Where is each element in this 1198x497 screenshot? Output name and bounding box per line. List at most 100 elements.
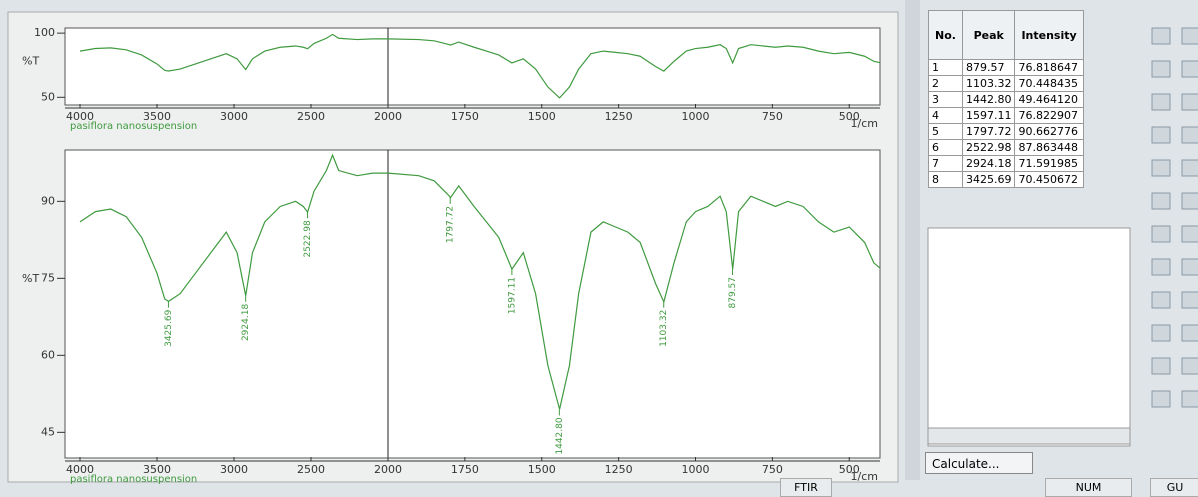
y-tick-label: 50 [41, 90, 55, 103]
table-cell: 71.591985 [1015, 156, 1083, 172]
table-cell: 4 [929, 108, 963, 124]
table-cell: 49.464120 [1015, 92, 1083, 108]
header-cell: Peak [962, 11, 1015, 60]
tool-icon [1182, 292, 1198, 308]
x-tick-label: 1750 [451, 463, 479, 476]
table-cell: 70.448435 [1015, 76, 1083, 92]
table-cell: 76.822907 [1015, 108, 1083, 124]
table-cell: 6 [929, 140, 963, 156]
status-num: NUM [1045, 478, 1132, 497]
x-tick-label: 1000 [682, 463, 710, 476]
screen: 50100%T400035003000250020001750150012501… [0, 0, 1198, 495]
x-tick-label: 2000 [374, 110, 402, 123]
tool-icon [1152, 193, 1170, 209]
tool-icon [1152, 325, 1170, 341]
y-tick-label: 60 [41, 348, 55, 361]
table-cell: 2 [929, 76, 963, 92]
tool-icon [1182, 160, 1198, 176]
x-tick-label: 3000 [220, 463, 248, 476]
peak-label: 1103.32 [659, 310, 669, 347]
tool-icon [1152, 94, 1170, 110]
table-cell: 1797.72 [962, 124, 1015, 140]
calculate-button[interactable]: Calculate... [925, 452, 1033, 474]
tool-icon [1182, 325, 1198, 341]
y-tick-label: 45 [41, 425, 55, 438]
x-tick-label: 1250 [605, 110, 633, 123]
tool-icon [1152, 61, 1170, 77]
y-label: %T [22, 55, 39, 68]
peak-label: 1442.80 [555, 417, 565, 454]
x-tick-label: 750 [762, 110, 783, 123]
table-cell: 87.863448 [1015, 140, 1083, 156]
table-cell: 1 [929, 60, 963, 76]
table-cell: 70.450672 [1015, 172, 1083, 188]
peak-label: 2522.98 [303, 220, 313, 257]
tool-icon [1152, 292, 1170, 308]
table-cell: 8 [929, 172, 963, 188]
tool-icon [1152, 358, 1170, 374]
x-label: 1/cm [851, 117, 878, 130]
table-cell: 3425.69 [962, 172, 1015, 188]
x-tick-label: 2500 [297, 463, 325, 476]
table-cell: 90.662776 [1015, 124, 1083, 140]
status-mode: FTIR [780, 478, 832, 497]
scrollbar[interactable] [928, 428, 1130, 444]
tool-icon [1152, 160, 1170, 176]
table-cell: 1597.11 [962, 108, 1015, 124]
tool-icon [1182, 94, 1198, 110]
plot-area [65, 150, 880, 458]
table-cell: 2924.18 [962, 156, 1015, 172]
tool-icon [1182, 226, 1198, 242]
tool-icon [1182, 193, 1198, 209]
x-label: 1/cm [851, 470, 878, 483]
table-cell: 5 [929, 124, 963, 140]
table-cell: 879.57 [962, 60, 1015, 76]
x-tick-label: 750 [762, 463, 783, 476]
tool-icon [1182, 358, 1198, 374]
table-cell: 76.818647 [1015, 60, 1083, 76]
table-blank [928, 228, 1130, 446]
table-cell: 2522.98 [962, 140, 1015, 156]
peak-label: 879.57 [728, 277, 738, 309]
header-cell: No. [929, 11, 963, 60]
tool-icon [1182, 391, 1198, 407]
tool-icon [1182, 28, 1198, 44]
x-tick-label: 1000 [682, 110, 710, 123]
x-tick-label: 1500 [528, 463, 556, 476]
tool-icon [1152, 226, 1170, 242]
tool-icon [1182, 127, 1198, 143]
tool-icon [1182, 61, 1198, 77]
y-label: %T [22, 272, 39, 285]
x-tick-label: 1750 [451, 110, 479, 123]
x-tick-label: 1250 [605, 463, 633, 476]
peak-label: 1797.72 [446, 206, 456, 243]
x-tick-label: 1500 [528, 110, 556, 123]
peak-label: 1597.11 [507, 277, 517, 314]
x-tick-label: 2500 [297, 110, 325, 123]
table-cell: 7 [929, 156, 963, 172]
table-cell: 1103.32 [962, 76, 1015, 92]
tool-icon [1152, 259, 1170, 275]
peak-label: 2924.18 [241, 304, 251, 341]
y-tick-label: 75 [41, 271, 55, 284]
x-tick-label: 2000 [374, 463, 402, 476]
x-tick-label: 3000 [220, 110, 248, 123]
header-cell: Intensity [1015, 11, 1083, 60]
status-extra: GU [1150, 478, 1198, 497]
y-tick-label: 90 [41, 194, 55, 207]
table-cell: 1442.80 [962, 92, 1015, 108]
y-tick-label: 100 [34, 26, 55, 39]
tool-icon [1152, 127, 1170, 143]
tool-icon [1182, 259, 1198, 275]
tool-icon [1152, 28, 1170, 44]
peak-label: 3425.69 [164, 309, 174, 346]
